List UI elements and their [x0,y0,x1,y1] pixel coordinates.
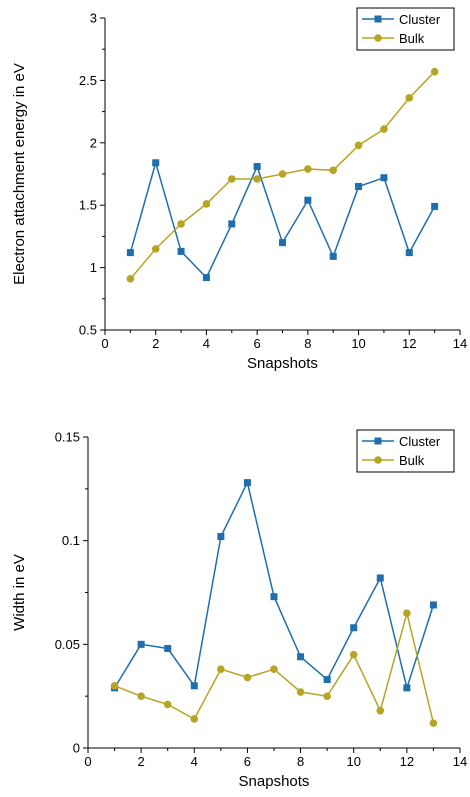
cluster-point [297,653,305,661]
bulk-point [429,719,438,727]
x-axis-title: Snapshots [239,773,310,790]
legend-cluster-label: Cluster [399,12,441,27]
legend: Cluster Bulk [356,429,455,473]
y-axis-title: Width in eV [11,554,28,631]
cluster-point [152,159,160,167]
x-tick-label: 4 [191,754,198,769]
legend-box [356,7,455,51]
cluster-point [376,574,384,582]
legend-cluster-marker [374,15,382,23]
legend-bulk-marker [374,456,382,464]
y-tick-label: 0 [73,741,80,756]
y-axis-title: Electron attachment energy in eV [11,63,28,285]
bulk-point [227,175,236,183]
cluster-series-line [129,160,436,279]
cluster-point [380,174,388,182]
cluster-point [323,676,331,684]
cluster-point [190,682,198,690]
x-tick-label: 14 [453,754,467,769]
x-tick-label: 6 [244,754,251,769]
cluster-point [243,479,251,487]
cluster-point [164,644,172,652]
x-tick-label: 0 [101,336,108,351]
cluster-point [137,640,145,648]
legend-cluster-label: Cluster [399,434,441,449]
bulk-point [278,170,287,178]
cluster-point [403,684,411,692]
cluster-point [253,163,261,171]
y-tick-label: 0.05 [55,637,80,652]
cluster-point [405,249,413,257]
y-tick-label: 0.15 [55,430,80,445]
x-tick-label: 12 [402,336,416,351]
bulk-point [376,706,385,715]
y-tick-label: 2 [90,135,97,150]
bulk-point [329,166,338,175]
bulk-point [110,682,119,690]
bulk-point [137,692,145,700]
bulk-point [354,141,363,150]
cluster-point [177,247,185,255]
bulk-point [270,665,278,674]
chart-1: 0 2 4 6 8 10 12 14 0.5 1 1.5 2 2.5 3 Snapshots Electron… [11,7,467,372]
bulk-point [217,665,225,674]
x-tick-label: 4 [203,336,210,351]
y-tick-label: 1.5 [79,198,97,213]
cluster-series-line [113,480,435,691]
legend: Cluster Bulk [356,7,455,51]
cluster-point [217,533,225,541]
cluster-point [270,593,278,601]
bulk-point [202,200,211,208]
y-tick-label: 1 [90,260,97,275]
legend-bulk-marker [374,34,382,42]
y-tick-label: 0.1 [62,533,80,548]
x-tick-label: 2 [138,754,145,769]
x-tick-label: 8 [297,754,304,769]
legend-box [356,429,455,473]
x-axis-title: Snapshots [247,355,318,372]
x-tick-label: 8 [304,336,311,351]
bulk-point [253,175,261,183]
cluster-point [304,196,312,204]
x-tick-label: 2 [152,336,159,351]
x-tick-label: 10 [346,754,360,769]
bulk-point [126,275,135,283]
bulk-point [243,673,252,682]
bulk-point [323,692,331,700]
cluster-point [429,601,437,609]
bulk-point [405,94,414,102]
bulk-point [177,220,185,228]
bulk-point [430,67,439,76]
legend-bulk-label: Bulk [399,453,425,468]
x-tick-label: 12 [400,754,414,769]
bulk-point [296,688,305,696]
y-tick-label: 0.5 [79,323,97,338]
x-tick-label: 6 [254,336,261,351]
bulk-point [163,700,172,709]
bulk-point [403,609,411,618]
cluster-point [202,274,210,282]
cluster-point [350,624,358,632]
bulk-point [380,125,388,133]
x-tick-label: 0 [84,754,91,769]
x-tick-label: 10 [351,336,365,351]
cluster-point [355,182,363,190]
cluster-point [329,252,337,260]
bulk-point [304,165,312,173]
cluster-point [126,249,134,257]
cluster-point [228,220,236,228]
cluster-point [279,239,286,247]
y-tick-label: 3 [90,11,97,26]
y-tick-label: 2.5 [79,73,97,88]
legend-bulk-label: Bulk [399,31,425,46]
x-tick-label: 14 [453,336,467,351]
bulk-point [151,245,160,253]
chart-2: 0 2 4 6 8 10 12 14 0 0.05 0.1 0.15 Snapshots Width in… [11,429,467,790]
bulk-point [190,715,199,723]
cluster-point [431,202,439,210]
bulk-point [349,650,358,659]
legend-cluster-marker [374,437,382,445]
